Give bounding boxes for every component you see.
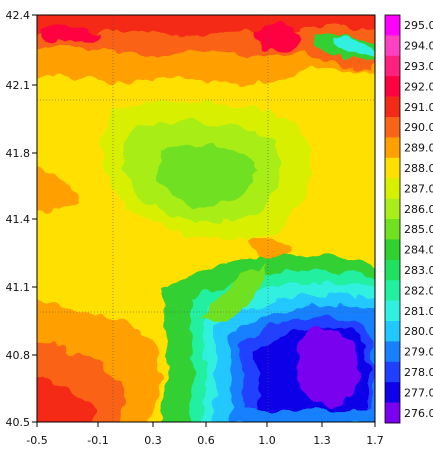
colorbar-swatch — [385, 96, 400, 118]
colorbar-label: 277.0 — [404, 386, 433, 399]
colorbar-label: 289.0 — [404, 142, 433, 155]
y-tick-label: 41.4 — [6, 213, 31, 226]
colorbar-label: 276.0 — [404, 407, 433, 420]
y-tick-label: 42.1 — [6, 79, 31, 92]
colorbar-swatch — [385, 321, 400, 342]
colorbar-swatch — [385, 219, 400, 240]
y-tick-label: 40.8 — [6, 349, 31, 362]
colorbar-label: 283.0 — [404, 264, 433, 277]
colorbar-label: 293.0 — [404, 60, 433, 73]
colorbar-swatch — [385, 239, 400, 261]
colorbar-swatch — [385, 198, 400, 220]
colorbar-frame — [384, 14, 401, 424]
colorbar-swatch — [385, 35, 400, 57]
colorbar-swatch — [385, 382, 400, 403]
colorbar-swatch — [385, 157, 400, 179]
contour-field — [37, 15, 375, 422]
x-tick-label: -0.1 — [87, 434, 108, 447]
colorbar-label: 287.0 — [404, 182, 433, 195]
colorbar-label: 285.0 — [404, 223, 433, 236]
colorbar-swatch — [385, 76, 400, 97]
colorbar-swatch — [385, 259, 400, 281]
colorbar-label: 284.0 — [404, 244, 433, 257]
colorbar-label: 278.0 — [404, 366, 433, 379]
y-tick-label: 40.5 — [6, 416, 31, 429]
colorbar-label: 290.0 — [404, 121, 433, 134]
colorbar-label: 281.0 — [404, 305, 433, 318]
colorbar-label: 286.0 — [404, 203, 433, 216]
x-tick-label: 1.3 — [313, 434, 331, 447]
x-tick-label: 0.6 — [197, 434, 215, 447]
colorbar-label: 295.0 — [404, 19, 433, 32]
colorbar-swatch — [385, 137, 400, 159]
colorbar-swatch — [385, 300, 400, 322]
colorbar-swatch — [385, 361, 400, 383]
colorbar-legend: 295.0 294.0 293.0 292.0 291.0 290.0 289.0 288.0… — [384, 14, 433, 424]
x-tick-label: -0.5 — [26, 434, 47, 447]
colorbar-label: 292.0 — [404, 80, 433, 93]
colorbar-swatch — [385, 402, 400, 424]
colorbar-label: 288.0 — [404, 162, 433, 175]
y-tick-label: 41.1 — [6, 281, 31, 294]
colorbar-swatch — [385, 117, 400, 138]
x-tick-label: 1.7 — [366, 434, 384, 447]
x-tick-label: 0.3 — [144, 434, 162, 447]
colorbar-label: 279.0 — [404, 346, 433, 359]
colorbar-swatch — [385, 280, 400, 301]
colorbar-swatch — [385, 341, 400, 363]
x-tick-label: 1.0 — [258, 434, 276, 447]
colorbar-swatch — [385, 178, 400, 199]
x-axis-labels: -0.5 -0.1 0.3 0.6 1.0 1.3 1.7 — [26, 434, 383, 447]
colorbar-swatch — [385, 15, 400, 36]
y-axis-labels: 42.4 42.1 41.8 41.4 41.1 40.8 40.5 — [6, 9, 31, 429]
colorbar-label: 291.0 — [404, 101, 433, 114]
grid-lines — [37, 15, 375, 422]
colorbar-label: 294.0 — [404, 40, 433, 53]
y-tick-label: 41.8 — [6, 147, 31, 160]
y-tick-label: 42.4 — [6, 9, 31, 22]
colorbar-swatch — [385, 55, 400, 77]
colorbar-label: 282.0 — [404, 284, 433, 297]
colorbar-label: 280.0 — [404, 325, 433, 338]
tick-marks — [32, 14, 376, 427]
